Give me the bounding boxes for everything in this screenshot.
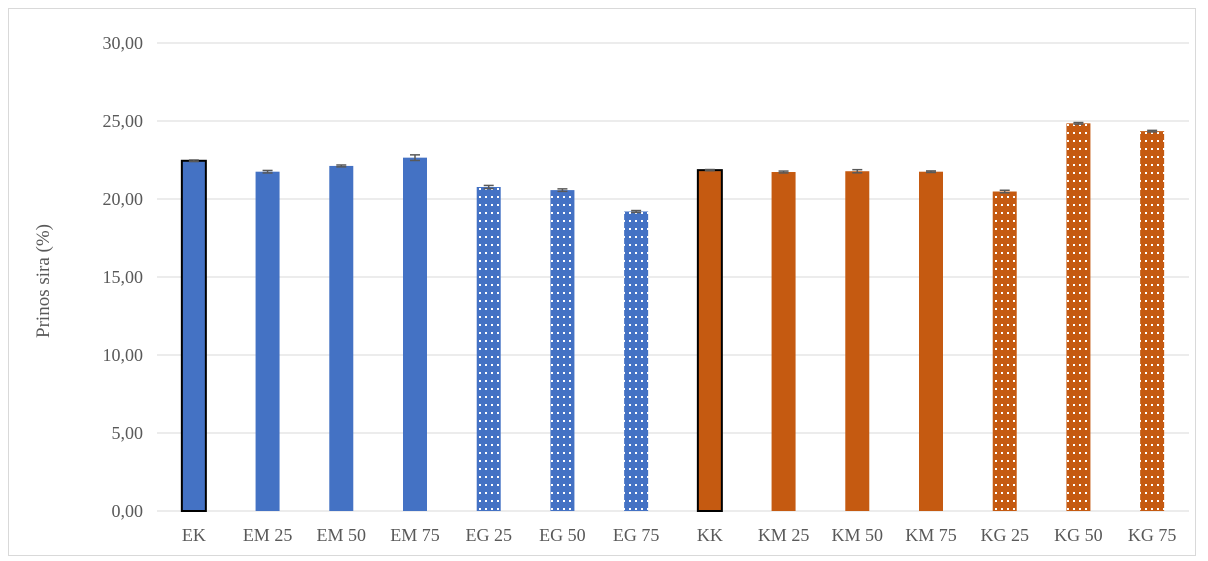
- x-tick-label: EG 25: [465, 525, 512, 545]
- x-tick-label: EK: [182, 525, 206, 545]
- y-tick-label: 5,00: [112, 423, 144, 443]
- x-axis-ticks: EK EM 25 EM 50 EM 75 EG 25 EG 50 EG 75 KK KM 25 K…: [182, 525, 1177, 545]
- x-tick-label: EM 25: [243, 525, 293, 545]
- x-tick-label: KG 75: [1128, 525, 1177, 545]
- x-tick-label: KM 50: [832, 525, 884, 545]
- error-bar: [704, 168, 715, 172]
- bar-eg-25: [476, 186, 501, 511]
- error-bar: [483, 184, 494, 190]
- y-axis-title: Prinos sira (%): [33, 224, 54, 338]
- x-tick-label: KG 25: [980, 525, 1029, 545]
- error-bar: [1147, 129, 1158, 133]
- y-tick-label: 10,00: [103, 345, 144, 365]
- bar-ek: [180, 159, 207, 512]
- x-tick-label: KM 75: [905, 525, 957, 545]
- x-tick-label: EM 75: [390, 525, 440, 545]
- error-bar: [778, 170, 789, 174]
- bar-em-75: [403, 157, 427, 511]
- bar-kg-25: [992, 191, 1017, 511]
- x-tick-label: KK: [697, 525, 723, 545]
- error-bar: [999, 189, 1010, 194]
- bar-kg-75: [1140, 131, 1165, 511]
- y-tick-label: 0,00: [112, 501, 144, 521]
- y-tick-label: 20,00: [103, 189, 144, 209]
- error-bar: [557, 188, 568, 193]
- bars: [180, 121, 1165, 512]
- error-bar: [336, 164, 347, 168]
- bar-eg-75: [624, 211, 649, 512]
- error-bar: [631, 209, 642, 214]
- error-bar: [926, 170, 936, 174]
- bar-kk: [696, 169, 723, 512]
- bar-kg-50: [1066, 123, 1091, 511]
- error-bar: [1073, 121, 1084, 125]
- bar-em-50: [329, 165, 354, 512]
- y-tick-label: 30,00: [103, 33, 144, 53]
- y-tick-label: 15,00: [103, 267, 144, 287]
- bar-em-25: [255, 171, 280, 511]
- error-bar: [852, 168, 863, 174]
- error-bar: [188, 159, 199, 163]
- gridlines: [157, 42, 1189, 512]
- bar-km-50: [845, 171, 870, 511]
- x-tick-label: EG 75: [613, 525, 660, 545]
- y-tick-label: 25,00: [103, 111, 144, 131]
- x-tick-label: EG 50: [539, 525, 586, 545]
- bar-eg-50: [550, 190, 575, 511]
- chart-frame: 0,00 5,00 10,00 15,00 20,00 25,00 30,00 EK EM 2…: [8, 8, 1196, 556]
- error-bar: [410, 154, 420, 162]
- x-tick-label: EM 50: [317, 525, 367, 545]
- bar-km-75: [919, 171, 943, 511]
- x-tick-label: KG 50: [1054, 525, 1103, 545]
- x-tick-label: KM 25: [758, 525, 810, 545]
- y-axis-ticks: 0,00 5,00 10,00 15,00 20,00 25,00 30,00: [103, 33, 144, 521]
- error-bar: [262, 169, 273, 174]
- bar-km-25: [771, 172, 796, 511]
- bar-chart: 0,00 5,00 10,00 15,00 20,00 25,00 30,00 EK EM 2…: [33, 33, 1189, 545]
